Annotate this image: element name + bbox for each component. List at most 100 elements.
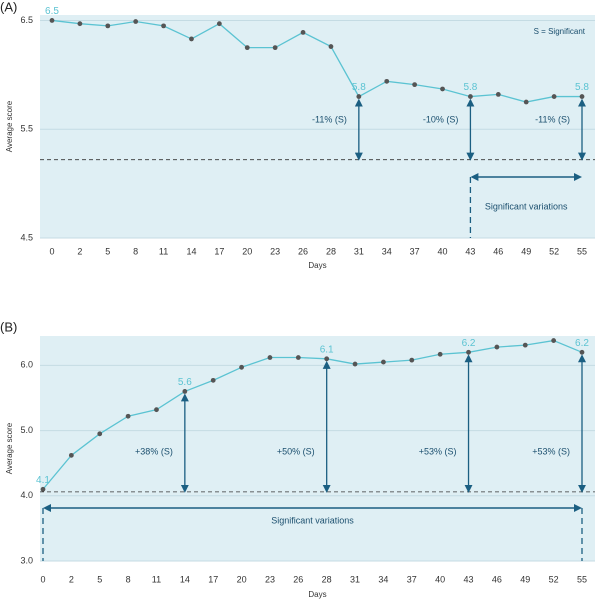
data-label: 6.1 xyxy=(320,344,334,355)
data-label: 6.2 xyxy=(575,338,589,349)
data-point xyxy=(522,342,528,348)
x-tick-label: 20 xyxy=(237,574,247,584)
data-point xyxy=(216,21,222,27)
x-tick-label: 23 xyxy=(270,246,280,256)
x-tick-label: 20 xyxy=(242,246,252,256)
data-label: 5.6 xyxy=(178,377,192,388)
panel-label: (B) xyxy=(0,319,17,334)
x-axis-label: Days xyxy=(308,261,326,270)
x-tick-label: 46 xyxy=(493,246,503,256)
x-tick-label: 49 xyxy=(520,574,530,584)
x-tick-label: 34 xyxy=(378,574,388,584)
x-tick-label: 28 xyxy=(322,574,332,584)
x-tick-label: 17 xyxy=(208,574,218,584)
x-tick-label: 55 xyxy=(577,246,587,256)
x-tick-label: 26 xyxy=(298,246,308,256)
x-tick-label: 40 xyxy=(435,574,445,584)
data-point xyxy=(328,44,334,49)
y-tick-label: 3.0 xyxy=(20,555,33,565)
data-point xyxy=(495,92,501,97)
panel-label: (A) xyxy=(0,0,17,14)
data-point xyxy=(523,99,529,105)
x-tick-label: 5 xyxy=(97,574,102,584)
data-point xyxy=(466,349,471,355)
x-tick-label: 49 xyxy=(521,246,531,256)
x-tick-label: 46 xyxy=(492,574,502,584)
data-point xyxy=(239,364,244,370)
data-point xyxy=(97,431,103,437)
x-tick-label: 31 xyxy=(354,246,364,256)
data-point xyxy=(381,359,386,365)
x-tick-label: 11 xyxy=(159,246,168,256)
plot-background xyxy=(40,15,595,238)
data-point xyxy=(272,45,278,51)
data-point xyxy=(352,361,358,367)
data-point xyxy=(244,45,250,51)
data-point xyxy=(551,338,557,343)
x-tick-label: 0 xyxy=(40,574,45,584)
data-point xyxy=(77,21,83,27)
data-point xyxy=(579,94,585,99)
data-point xyxy=(40,486,46,492)
x-tick-label: 14 xyxy=(180,574,190,584)
data-point xyxy=(267,355,273,360)
data-point xyxy=(125,413,131,419)
x-tick-label: 55 xyxy=(577,574,587,584)
data-label: 5.8 xyxy=(575,82,589,93)
x-tick-label: 28 xyxy=(326,246,336,256)
note: S = Significant xyxy=(534,27,586,36)
x-tick-label: 17 xyxy=(214,246,224,256)
y-tick-label: 4.5 xyxy=(20,232,33,242)
data-point xyxy=(468,94,473,99)
x-tick-label: 8 xyxy=(126,574,131,584)
annotation: +50% (S) xyxy=(277,446,315,456)
y-tick-label: 6.0 xyxy=(20,360,33,370)
x-tick-label: 0 xyxy=(49,246,54,256)
x-tick-label: 11 xyxy=(152,574,161,584)
x-axis-label: Days xyxy=(308,590,326,599)
data-point xyxy=(295,355,301,360)
data-point xyxy=(384,78,390,84)
x-tick-label: 26 xyxy=(293,574,303,584)
data-point xyxy=(437,351,443,357)
y-tick-label: 6.5 xyxy=(20,15,33,25)
x-tick-label: 34 xyxy=(382,246,392,256)
y-tick-label: 5.0 xyxy=(20,425,33,435)
span-label: Significant variations xyxy=(271,515,354,525)
annotation: -11% (S) xyxy=(312,114,347,124)
x-tick-label: 52 xyxy=(549,246,559,256)
x-tick-label: 43 xyxy=(464,574,474,584)
data-point xyxy=(68,452,74,458)
annotation: +53% (S) xyxy=(532,446,570,456)
data-point xyxy=(210,377,216,383)
x-tick-label: 31 xyxy=(350,574,360,584)
data-point xyxy=(49,18,55,23)
data-point xyxy=(579,349,585,355)
x-tick-label: 40 xyxy=(438,246,448,256)
x-tick-label: 43 xyxy=(465,246,475,256)
x-tick-label: 23 xyxy=(265,574,275,584)
data-point xyxy=(105,23,111,29)
data-point xyxy=(356,94,362,99)
data-point xyxy=(494,344,500,350)
x-tick-label: 5 xyxy=(105,246,110,256)
data-point xyxy=(409,357,415,363)
y-axis-label: Average score xyxy=(5,100,14,152)
data-label: 6.2 xyxy=(462,338,476,349)
x-tick-label: 14 xyxy=(186,246,196,256)
data-point xyxy=(324,356,330,362)
x-tick-label: 37 xyxy=(407,574,417,584)
data-point xyxy=(440,86,445,92)
annotation: -11% (S) xyxy=(535,114,570,124)
span-label: Significant variations xyxy=(485,201,568,211)
x-tick-label: 37 xyxy=(410,246,420,256)
data-label: 4.1 xyxy=(36,475,50,486)
data-point xyxy=(189,36,194,42)
y-axis-label: Average score xyxy=(5,422,14,474)
data-point xyxy=(551,94,557,99)
x-tick-label: 52 xyxy=(549,574,559,584)
data-point xyxy=(182,389,188,394)
x-tick-label: 2 xyxy=(77,246,82,256)
data-label: 5.8 xyxy=(352,82,366,93)
